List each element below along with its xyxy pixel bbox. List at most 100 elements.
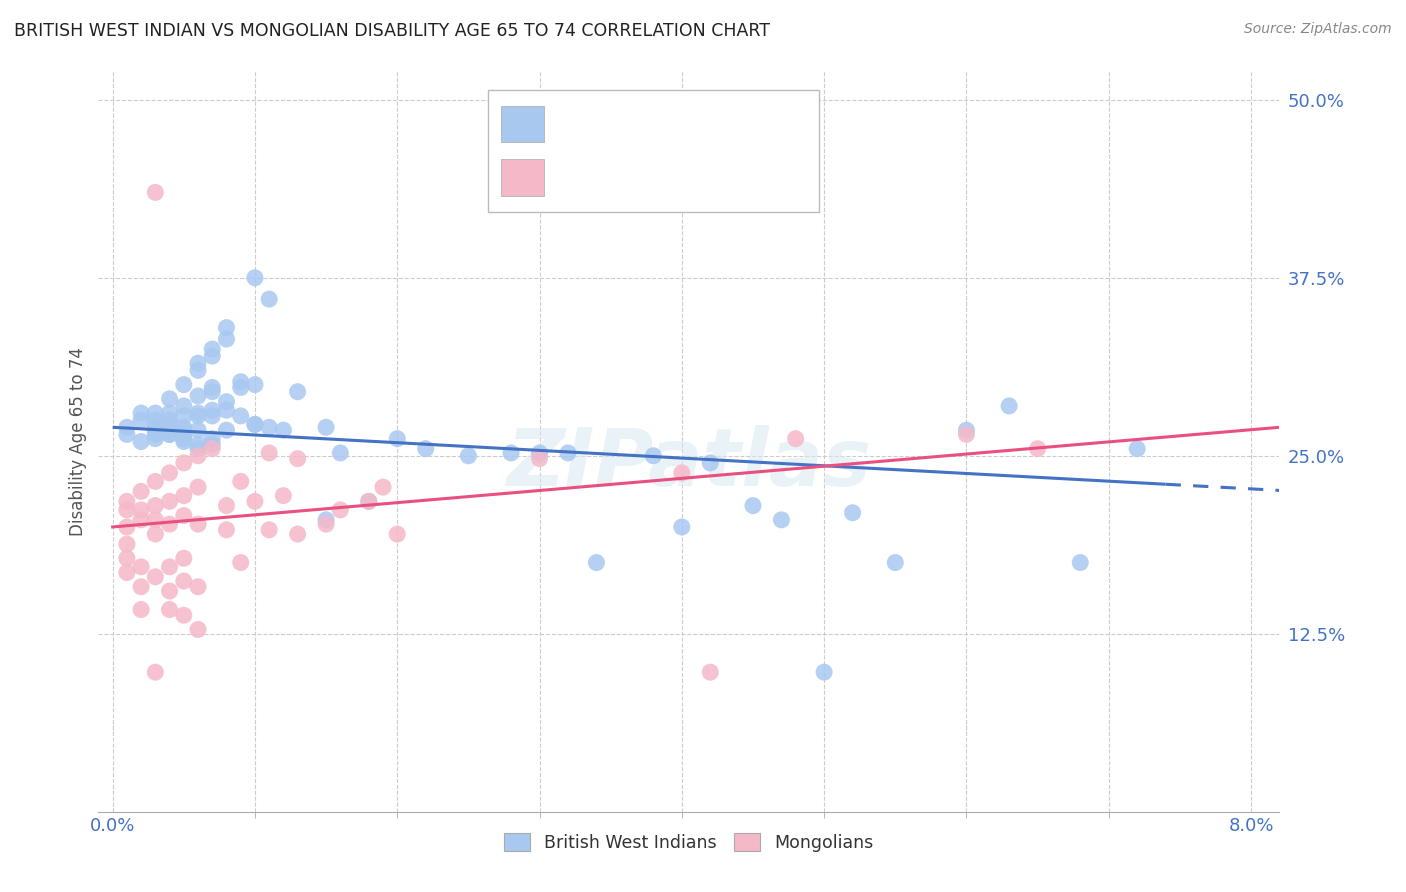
Point [287, 384, 309, 399]
Point [785, 432, 807, 446]
Point [243, 417, 266, 432]
Point [742, 499, 765, 513]
Point [143, 420, 166, 434]
Point [173, 423, 195, 437]
Point [1126, 442, 1149, 456]
Point [884, 556, 907, 570]
Point [201, 384, 224, 399]
Point [841, 506, 863, 520]
Point [159, 602, 181, 616]
Point [371, 480, 394, 494]
Point [129, 503, 152, 517]
Point [229, 409, 252, 423]
Point [115, 420, 138, 434]
Point [215, 523, 238, 537]
Point [173, 399, 195, 413]
Point [187, 437, 209, 451]
Point [257, 292, 280, 306]
Point [159, 406, 181, 420]
Point [229, 375, 252, 389]
Point [143, 423, 166, 437]
Point [357, 494, 380, 508]
Point [415, 442, 437, 456]
Legend: British West Indians, Mongolians: British West Indians, Mongolians [498, 826, 880, 859]
Y-axis label: Disability Age 65 to 74: Disability Age 65 to 74 [69, 347, 87, 536]
Text: ZIPatlas: ZIPatlas [506, 425, 872, 503]
Point [329, 446, 352, 460]
Point [143, 570, 166, 584]
Point [143, 527, 166, 541]
Point [215, 423, 238, 437]
Point [742, 186, 765, 200]
Point [499, 446, 522, 460]
Point [187, 389, 209, 403]
Point [173, 434, 195, 449]
Point [159, 413, 181, 427]
Point [585, 556, 607, 570]
Point [201, 432, 224, 446]
Point [287, 527, 309, 541]
Point [115, 566, 138, 580]
Point [215, 332, 238, 346]
Point [115, 503, 138, 517]
Point [229, 380, 252, 394]
Point [699, 456, 721, 470]
Point [129, 580, 152, 594]
Point [671, 520, 693, 534]
Point [215, 499, 238, 513]
Point [187, 449, 209, 463]
Point [257, 446, 280, 460]
Point [129, 484, 152, 499]
Point [229, 556, 252, 570]
Point [273, 423, 295, 437]
Point [273, 489, 295, 503]
Point [143, 406, 166, 420]
Point [243, 270, 266, 285]
Point [243, 417, 266, 432]
Point [115, 551, 138, 566]
Point [357, 494, 380, 508]
Point [159, 417, 181, 432]
Text: Source: ZipAtlas.com: Source: ZipAtlas.com [1244, 22, 1392, 37]
Point [387, 432, 409, 446]
Point [159, 420, 181, 434]
Point [329, 503, 352, 517]
Point [129, 602, 152, 616]
Point [129, 406, 152, 420]
Point [187, 363, 209, 377]
Point [129, 513, 152, 527]
Point [173, 420, 195, 434]
Point [257, 523, 280, 537]
Point [557, 446, 579, 460]
Text: BRITISH WEST INDIAN VS MONGOLIAN DISABILITY AGE 65 TO 74 CORRELATION CHART: BRITISH WEST INDIAN VS MONGOLIAN DISABIL… [14, 22, 770, 40]
Point [129, 413, 152, 427]
Point [187, 580, 209, 594]
Point [159, 559, 181, 574]
Point [215, 403, 238, 417]
Point [229, 475, 252, 489]
Point [173, 551, 195, 566]
Point [159, 517, 181, 532]
Point [173, 574, 195, 588]
Point [173, 377, 195, 392]
Point [315, 517, 337, 532]
Point [143, 432, 166, 446]
Point [955, 423, 977, 437]
Point [243, 494, 266, 508]
Point [315, 420, 337, 434]
Point [173, 432, 195, 446]
Point [173, 608, 195, 623]
Point [201, 409, 224, 423]
Point [187, 442, 209, 456]
Point [173, 456, 195, 470]
Point [187, 356, 209, 370]
Point [387, 527, 409, 541]
Point [201, 437, 224, 451]
Point [315, 513, 337, 527]
Point [201, 342, 224, 356]
Point [143, 420, 166, 434]
Point [143, 186, 166, 200]
Point [1069, 556, 1091, 570]
Point [287, 451, 309, 466]
Point [187, 406, 209, 420]
